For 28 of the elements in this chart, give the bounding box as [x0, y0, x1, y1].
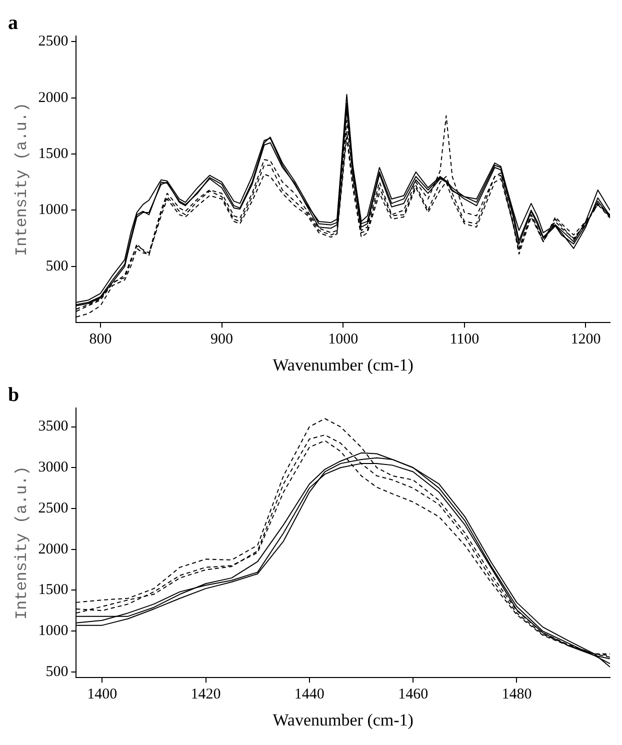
x-tick-label: 1480 [502, 686, 532, 703]
y-tick-label: 2000 [38, 90, 68, 106]
chart-title: a [8, 12, 18, 34]
y-tick-label: 2500 [38, 34, 68, 50]
x-tick-label: 800 [89, 332, 112, 348]
y-tick-label: 2500 [38, 500, 68, 516]
x-tick-label: 1000 [328, 332, 358, 348]
x-axis-title: Wavenumber (cm-1) [272, 710, 414, 730]
x-tick-label: 1100 [450, 332, 480, 348]
x-tick-label: 1400 [87, 686, 118, 703]
y-axis-title: Intensity (a.u.) [12, 102, 31, 256]
x-tick-label: 1460 [398, 686, 428, 703]
y-tick-label: 1000 [38, 202, 68, 218]
y-tick-label: 1500 [38, 582, 68, 598]
x-axis-title: Wavenumber (cm-1) [272, 355, 414, 374]
chart-title: b [8, 384, 20, 406]
y-tick-label: 2000 [38, 541, 68, 558]
x-tick-label: 1440 [294, 686, 324, 703]
y-tick-label: 1500 [38, 146, 68, 162]
y-tick-label: 3500 [38, 418, 68, 435]
y-tick-label: 1000 [38, 622, 68, 639]
x-tick-label: 1420 [190, 686, 221, 703]
x-tick-label: 1200 [570, 332, 601, 348]
y-tick-label: 500 [46, 664, 68, 680]
y-tick-label: 3000 [38, 460, 68, 476]
y-tick-label: 500 [46, 258, 68, 274]
x-tick-label: 900 [210, 332, 234, 348]
y-axis-title: Intensity (a.u.) [12, 466, 31, 620]
